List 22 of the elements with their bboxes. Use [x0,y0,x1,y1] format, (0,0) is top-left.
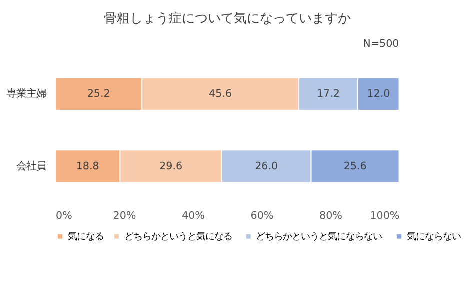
legend-label: どちらかというと気にならない [256,231,382,242]
data-label: 25.6 [344,160,367,172]
text: N=500 [363,38,400,50]
y-tick-label: 会社員 [16,160,47,172]
x-tick-label: 20% [113,210,136,222]
x-tick-label: 100% [370,210,400,222]
x-tick-label: 80% [319,210,343,222]
legend-label: どちらかというと気になる [124,231,232,242]
data-label: 12.0 [367,88,390,100]
y-tick-label: 専業主婦 [6,88,47,100]
data-label: 26.0 [255,160,278,172]
x-tick-label: 40% [182,210,206,222]
data-label: 18.8 [76,160,100,172]
x-tick-label: 60% [250,210,274,222]
data-label: 25.2 [87,88,110,100]
data-label: 29.6 [160,160,183,172]
x-tick-label: 0% [56,210,73,222]
legend-label: 気にならない [406,231,461,242]
chart-title: 骨粗しょう症について気になっていますか [104,12,351,27]
data-label: 17.2 [316,88,340,100]
data-label: 45.6 [209,88,232,100]
legend-label: 気になる [68,231,104,242]
